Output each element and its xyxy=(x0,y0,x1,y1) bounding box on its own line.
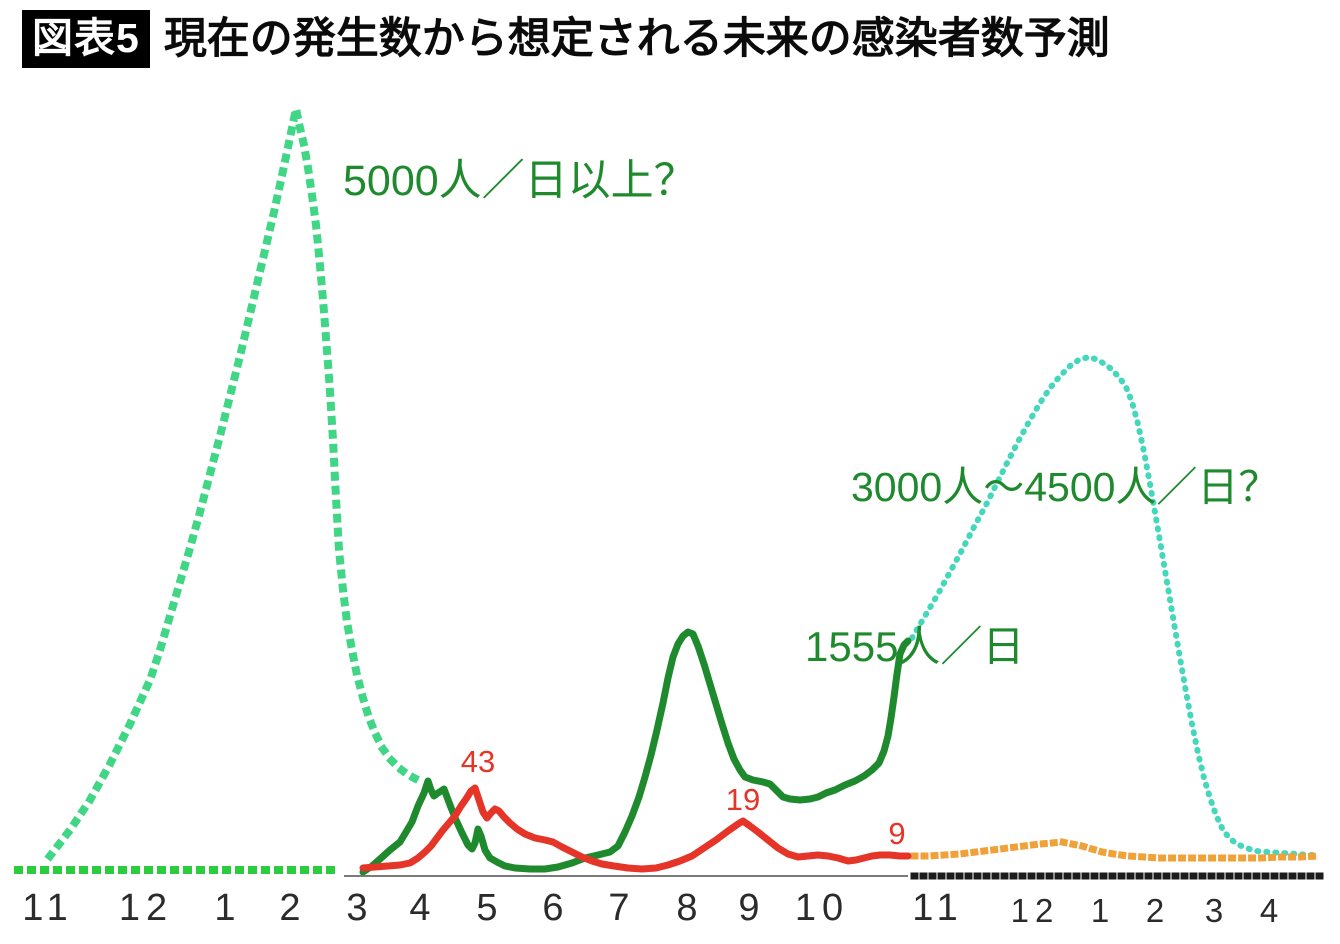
x-tick-label: 2 xyxy=(279,887,307,929)
x-tick-label: 12 xyxy=(118,887,174,929)
x-axis: 11 12 1 2 3 4 5 6 7 8 9 10 11 12 1 2 3 4 xyxy=(0,889,1340,944)
x-tick-label: 4 xyxy=(1259,892,1285,929)
x-tick-label: 7 xyxy=(608,887,636,929)
series-forecast-cyan-dotted xyxy=(909,354,1323,858)
x-tick-label: 4 xyxy=(409,887,437,929)
x-tick-label: 2 xyxy=(1145,892,1171,929)
series-cases-green-solid xyxy=(359,628,912,876)
x-tick-label: 9 xyxy=(738,887,766,929)
figure-header: 図表5 現在の発生数から想定される未来の感染者数予測 xyxy=(22,10,1110,68)
figure-number-badge: 図表5 xyxy=(22,10,150,68)
x-tick-label: 3 xyxy=(346,887,374,929)
x-tick-label: 11 xyxy=(912,887,964,929)
x-tick-label: 5 xyxy=(476,887,504,929)
figure-title: 現在の発生数から想定される未来の感染者数予測 xyxy=(163,14,1110,63)
series-red-solid xyxy=(359,784,912,873)
series-past-wave-mint-dotted xyxy=(44,105,432,862)
x-tick-label: 1 xyxy=(214,887,242,929)
x-tick-label: 1 xyxy=(1090,892,1116,929)
x-tick-label: 11 xyxy=(22,887,74,929)
x-tick-label: 6 xyxy=(542,887,570,929)
x-tick-label: 8 xyxy=(676,887,704,929)
series-forecast-orange-dotted xyxy=(910,838,1322,862)
x-tick-label: 3 xyxy=(1204,892,1230,929)
x-tick-label: 10 xyxy=(794,887,850,929)
x-tick-label: 12 xyxy=(1010,892,1060,929)
